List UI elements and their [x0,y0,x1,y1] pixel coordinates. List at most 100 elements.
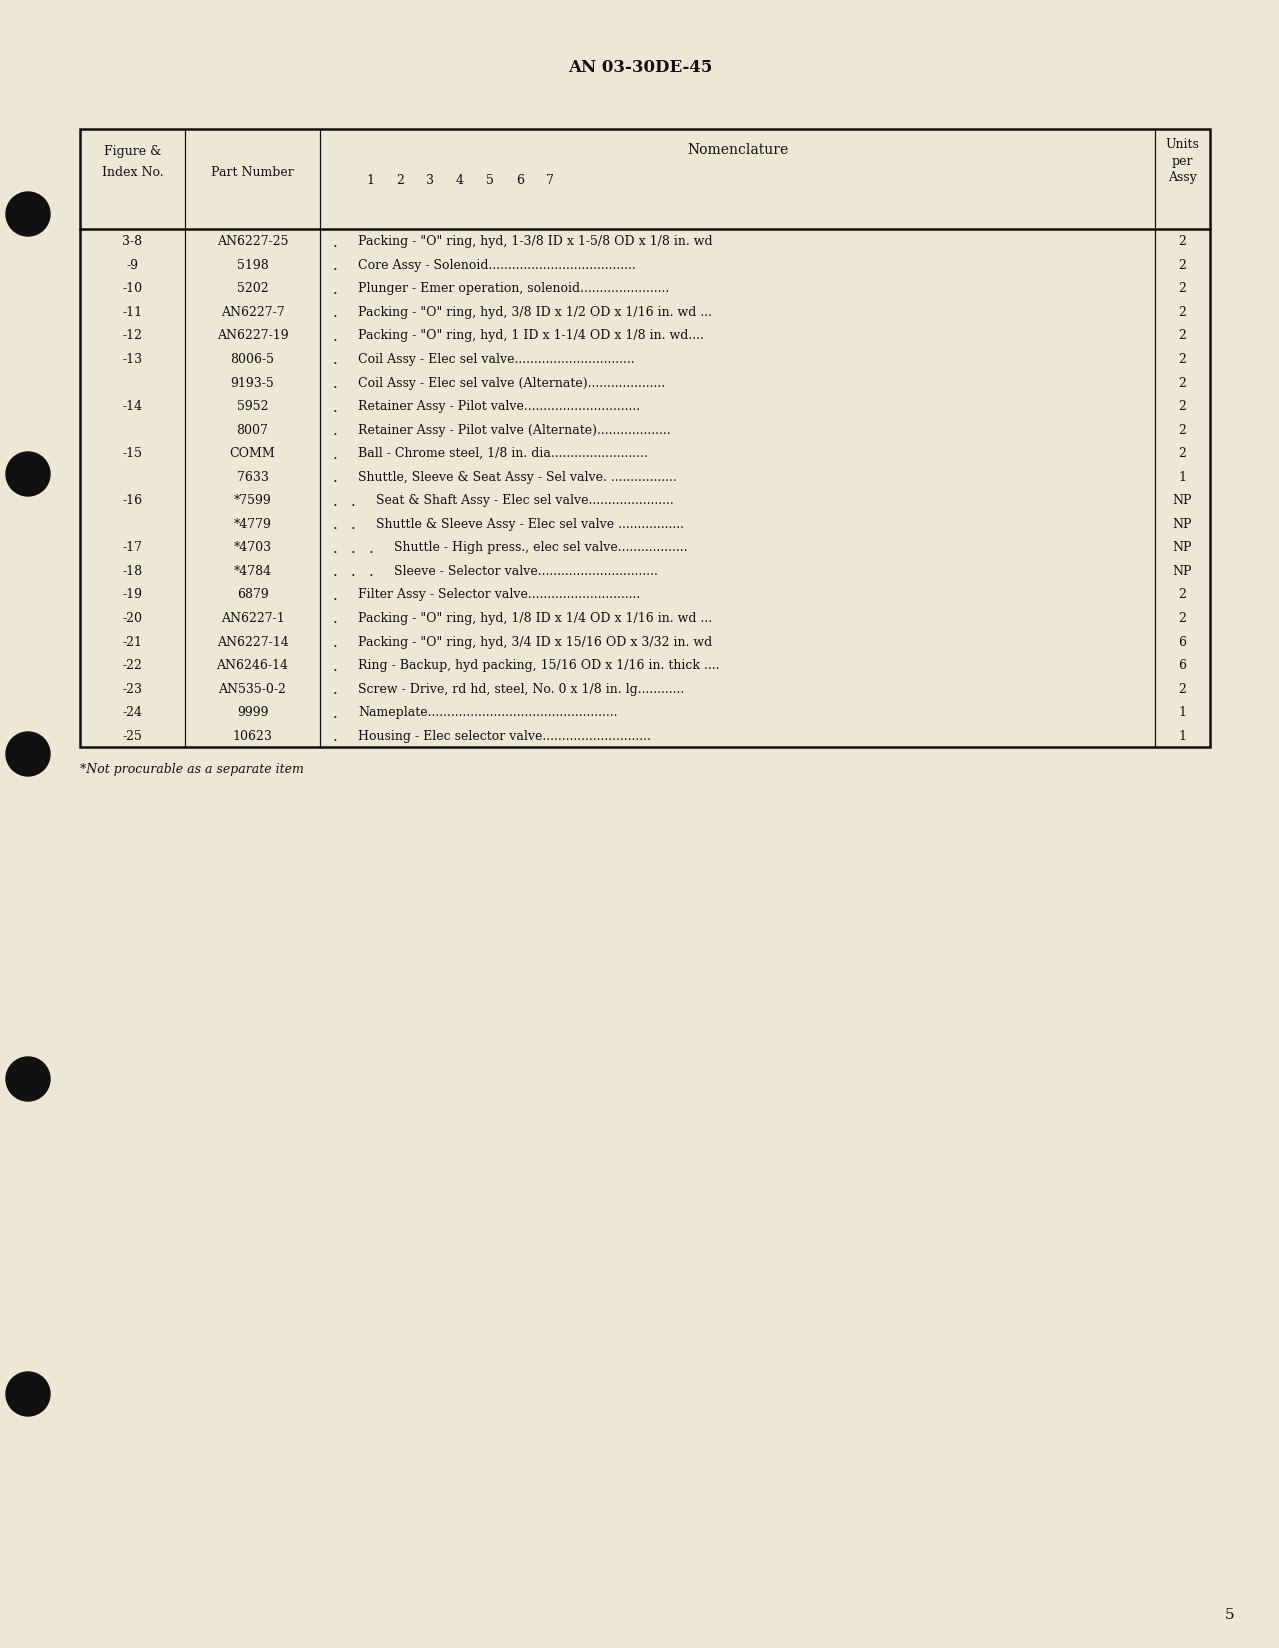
Text: 2: 2 [1178,682,1187,695]
Text: 5198: 5198 [237,259,269,272]
Text: .: . [333,353,338,368]
Text: .: . [333,707,338,720]
Text: Shuttle & Sleeve Assy - Elec sel valve .................: Shuttle & Sleeve Assy - Elec sel valve .… [376,517,684,531]
Text: -10: -10 [123,282,142,295]
Text: Ball - Chrome steel, 1/8 in. dia.........................: Ball - Chrome steel, 1/8 in. dia........… [358,447,647,460]
Text: Packing - "O" ring, hyd, 1/8 ID x 1/4 OD x 1/16 in. wd ...: Packing - "O" ring, hyd, 1/8 ID x 1/4 OD… [358,611,712,625]
Text: Shuttle - High press., elec sel valve..................: Shuttle - High press., elec sel valve...… [394,541,688,554]
Text: 6: 6 [515,173,524,186]
Text: 9193-5: 9193-5 [230,376,275,389]
Text: Shuttle, Sleeve & Seat Assy - Sel valve. .................: Shuttle, Sleeve & Seat Assy - Sel valve.… [358,470,677,483]
Text: -15: -15 [123,447,142,460]
Text: .: . [333,447,338,461]
Text: AN6227-14: AN6227-14 [216,634,288,648]
Text: 2: 2 [396,173,404,186]
Text: COMM: COMM [230,447,275,460]
Text: 6: 6 [1178,634,1187,648]
Circle shape [6,453,50,496]
Text: .: . [333,471,338,485]
Text: .: . [333,542,338,555]
Text: 1: 1 [1178,705,1187,719]
Text: Packing - "O" ring, hyd, 3/4 ID x 15/16 OD x 3/32 in. wd: Packing - "O" ring, hyd, 3/4 ID x 15/16 … [358,634,712,648]
Text: -23: -23 [123,682,142,695]
Text: Ring - Backup, hyd packing, 15/16 OD x 1/16 in. thick ....: Ring - Backup, hyd packing, 15/16 OD x 1… [358,659,720,672]
Text: .: . [368,542,373,555]
Text: NP: NP [1173,541,1192,554]
Text: NP: NP [1173,517,1192,531]
Text: Coil Assy - Elec sel valve (Alternate)....................: Coil Assy - Elec sel valve (Alternate)..… [358,376,665,389]
Text: 5: 5 [486,173,494,186]
Text: 3: 3 [426,173,434,186]
Text: 2: 2 [1178,236,1187,249]
Text: 2: 2 [1178,611,1187,625]
Text: AN6227-1: AN6227-1 [220,611,284,625]
Text: .: . [333,517,338,532]
Text: Screw - Drive, rd hd, steel, No. 0 x 1/8 in. lg............: Screw - Drive, rd hd, steel, No. 0 x 1/8… [358,682,684,695]
Circle shape [6,733,50,776]
Text: .: . [333,424,338,438]
Text: .: . [333,611,338,626]
Text: 9999: 9999 [237,705,269,719]
Text: -16: -16 [123,494,142,508]
Text: Nomenclature: Nomenclature [687,143,788,157]
Text: NP: NP [1173,565,1192,577]
Text: .: . [333,259,338,274]
Text: .: . [333,636,338,649]
Text: -25: -25 [123,730,142,742]
Text: 10623: 10623 [233,730,272,742]
Text: 6879: 6879 [237,588,269,602]
Text: per: per [1172,155,1193,168]
Text: .: . [350,517,356,532]
Text: Retainer Assy - Pilot valve (Alternate)...................: Retainer Assy - Pilot valve (Alternate).… [358,424,670,437]
Text: 2: 2 [1178,282,1187,295]
Text: 2: 2 [1178,400,1187,414]
Text: *Not procurable as a separate item: *Not procurable as a separate item [81,763,304,776]
Text: Packing - "O" ring, hyd, 3/8 ID x 1/2 OD x 1/16 in. wd ...: Packing - "O" ring, hyd, 3/8 ID x 1/2 OD… [358,307,712,318]
Text: Index No.: Index No. [102,165,164,178]
Text: .: . [333,494,338,509]
Text: Packing - "O" ring, hyd, 1-3/8 ID x 1-5/8 OD x 1/8 in. wd: Packing - "O" ring, hyd, 1-3/8 ID x 1-5/… [358,236,712,249]
Text: .: . [368,565,373,578]
Text: .: . [333,283,338,297]
Text: 2: 2 [1178,330,1187,343]
Text: .: . [333,400,338,414]
Text: Core Assy - Solenoid......................................: Core Assy - Solenoid....................… [358,259,636,272]
Text: 2: 2 [1178,447,1187,460]
Text: AN6246-14: AN6246-14 [216,659,289,672]
Text: -22: -22 [123,659,142,672]
Text: 2: 2 [1178,307,1187,318]
Text: AN6227-7: AN6227-7 [221,307,284,318]
Text: AN6227-19: AN6227-19 [216,330,288,343]
Text: -9: -9 [127,259,138,272]
Text: .: . [333,659,338,672]
Text: 2: 2 [1178,376,1187,389]
Text: .: . [350,542,356,555]
Text: -21: -21 [123,634,142,648]
Text: NP: NP [1173,494,1192,508]
Text: Nameplate.................................................: Nameplate...............................… [358,705,618,719]
Text: Assy: Assy [1168,171,1197,185]
Text: .: . [333,730,338,743]
Text: .: . [333,377,338,391]
Text: 1: 1 [1178,470,1187,483]
Text: -19: -19 [123,588,142,602]
Bar [81,130,1210,748]
Text: -14: -14 [123,400,142,414]
Text: Filter Assy - Selector valve.............................: Filter Assy - Selector valve............… [358,588,641,602]
Text: -18: -18 [123,565,142,577]
Text: *7599: *7599 [234,494,271,508]
Text: .: . [333,236,338,249]
Text: 2: 2 [1178,588,1187,602]
Text: .: . [333,307,338,320]
Text: .: . [333,588,338,603]
Text: *4784: *4784 [234,565,271,577]
Text: AN 03-30DE-45: AN 03-30DE-45 [568,59,712,76]
Text: 8007: 8007 [237,424,269,437]
Text: 4: 4 [457,173,464,186]
Text: AN6227-25: AN6227-25 [216,236,288,249]
Text: 1: 1 [366,173,373,186]
Text: *4779: *4779 [234,517,271,531]
Text: Coil Assy - Elec sel valve...............................: Coil Assy - Elec sel valve..............… [358,353,634,366]
Text: 5202: 5202 [237,282,269,295]
Circle shape [6,193,50,237]
